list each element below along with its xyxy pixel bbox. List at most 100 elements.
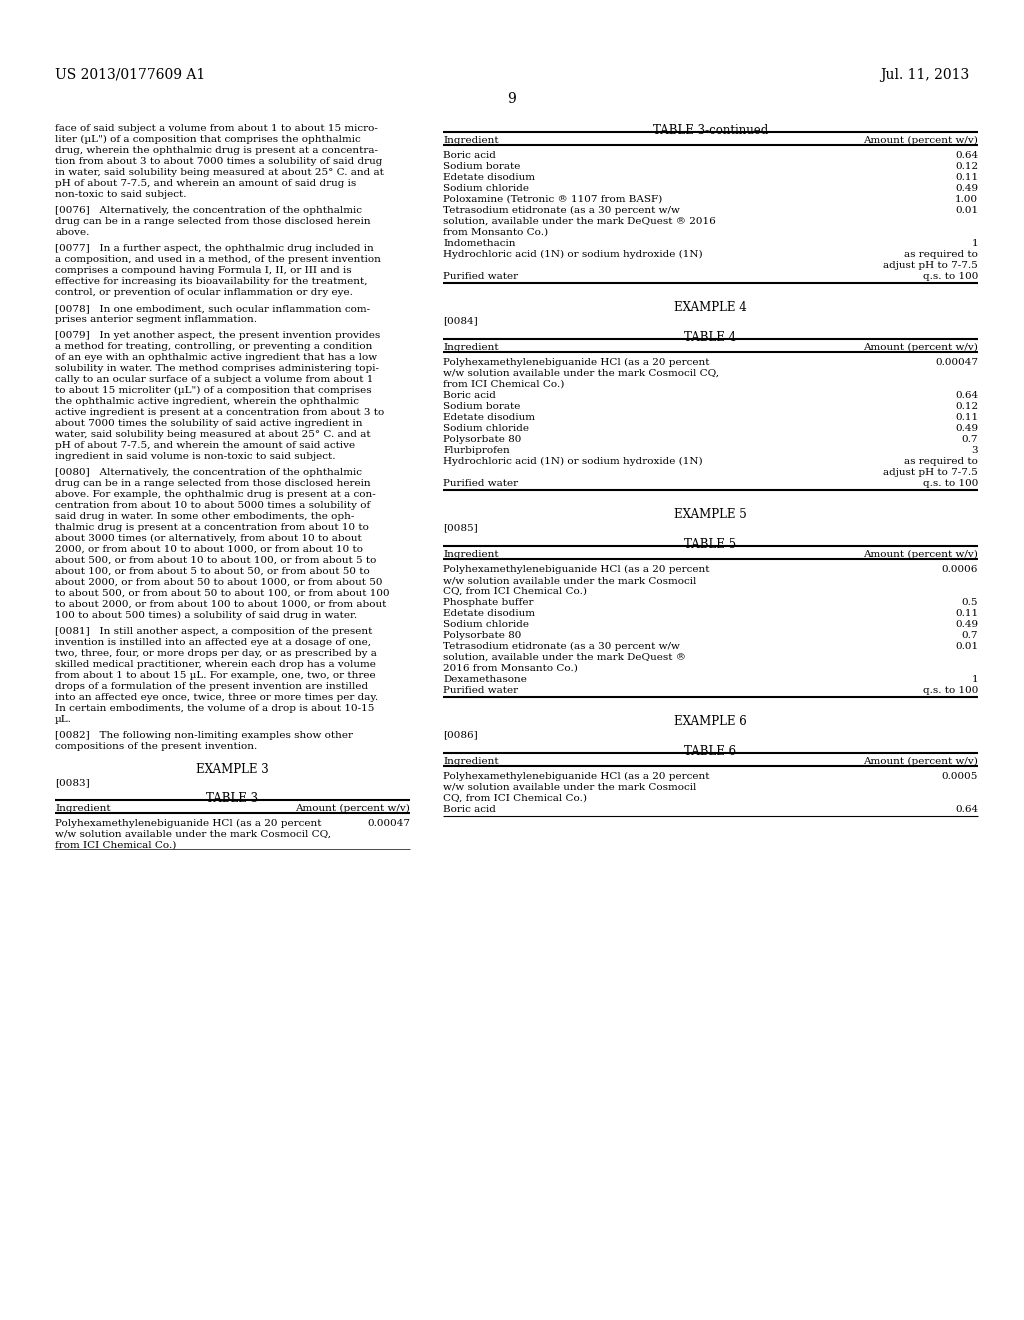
- Text: 0.11: 0.11: [954, 413, 978, 422]
- Text: w/w solution available under the mark Cosmocil: w/w solution available under the mark Co…: [443, 576, 696, 585]
- Text: 2016 from Monsanto Co.): 2016 from Monsanto Co.): [443, 664, 578, 673]
- Text: US 2013/0177609 A1: US 2013/0177609 A1: [55, 69, 205, 82]
- Text: solubility in water. The method comprises administering topi-: solubility in water. The method comprise…: [55, 364, 379, 374]
- Text: 100 to about 500 times) a solubility of said drug in water.: 100 to about 500 times) a solubility of …: [55, 611, 357, 620]
- Text: to about 500, or from about 50 to about 100, or from about 100: to about 500, or from about 50 to about …: [55, 589, 389, 598]
- Text: solution, available under the mark DeQuest ® 2016: solution, available under the mark DeQue…: [443, 216, 716, 226]
- Text: Amount (percent w/v): Amount (percent w/v): [863, 550, 978, 560]
- Text: [0079]   In yet another aspect, the present invention provides: [0079] In yet another aspect, the presen…: [55, 331, 380, 341]
- Text: about 7000 times the solubility of said active ingredient in: about 7000 times the solubility of said …: [55, 418, 362, 428]
- Text: 0.49: 0.49: [954, 424, 978, 433]
- Text: pH of about 7-7.5, and wherein an amount of said drug is: pH of about 7-7.5, and wherein an amount…: [55, 180, 356, 187]
- Text: non-toxic to said subject.: non-toxic to said subject.: [55, 190, 186, 199]
- Text: as required to: as required to: [904, 457, 978, 466]
- Text: about 100, or from about 5 to about 50, or from about 50 to: about 100, or from about 5 to about 50, …: [55, 568, 370, 576]
- Text: Sodium borate: Sodium borate: [443, 162, 520, 172]
- Text: 0.00047: 0.00047: [935, 358, 978, 367]
- Text: Tetrasodium etidronate (as a 30 percent w/w: Tetrasodium etidronate (as a 30 percent …: [443, 642, 680, 651]
- Text: Amount (percent w/v): Amount (percent w/v): [295, 804, 410, 813]
- Text: Jul. 11, 2013: Jul. 11, 2013: [880, 69, 969, 82]
- Text: w/w solution available under the mark Cosmocil CQ,: w/w solution available under the mark Co…: [55, 830, 331, 840]
- Text: EXAMPLE 6: EXAMPLE 6: [674, 715, 746, 729]
- Text: Sodium chloride: Sodium chloride: [443, 620, 529, 630]
- Text: EXAMPLE 4: EXAMPLE 4: [674, 301, 746, 314]
- Text: Ingredient: Ingredient: [443, 136, 499, 145]
- Text: CQ, from ICI Chemical Co.): CQ, from ICI Chemical Co.): [443, 587, 587, 597]
- Text: Indomethacin: Indomethacin: [443, 239, 515, 248]
- Text: Poloxamine (Tetronic ® 1107 from BASF): Poloxamine (Tetronic ® 1107 from BASF): [443, 195, 663, 205]
- Text: cally to an ocular surface of a subject a volume from about 1: cally to an ocular surface of a subject …: [55, 375, 374, 384]
- Text: [0078]   In one embodiment, such ocular inflammation com-: [0078] In one embodiment, such ocular in…: [55, 304, 370, 313]
- Text: a composition, and used in a method, of the present invention: a composition, and used in a method, of …: [55, 255, 381, 264]
- Text: Dexamethasone: Dexamethasone: [443, 675, 527, 684]
- Text: from about 1 to about 15 µL. For example, one, two, or three: from about 1 to about 15 µL. For example…: [55, 671, 376, 680]
- Text: 0.11: 0.11: [954, 609, 978, 618]
- Text: face of said subject a volume from about 1 to about 15 micro-: face of said subject a volume from about…: [55, 124, 378, 133]
- Text: liter (µL") of a composition that comprises the ophthalmic: liter (µL") of a composition that compri…: [55, 135, 360, 144]
- Text: 3: 3: [972, 446, 978, 455]
- Text: w/w solution available under the mark Cosmocil: w/w solution available under the mark Co…: [443, 783, 696, 792]
- Text: In certain embodiments, the volume of a drop is about 10-15: In certain embodiments, the volume of a …: [55, 704, 375, 713]
- Text: q.s. to 100: q.s. to 100: [923, 479, 978, 488]
- Text: Hydrochloric acid (1N) or sodium hydroxide (1N): Hydrochloric acid (1N) or sodium hydroxi…: [443, 249, 702, 259]
- Text: drops of a formulation of the present invention are instilled: drops of a formulation of the present in…: [55, 682, 368, 690]
- Text: drug can be in a range selected from those disclosed herein: drug can be in a range selected from tho…: [55, 216, 371, 226]
- Text: Edetate disodium: Edetate disodium: [443, 413, 535, 422]
- Text: TABLE 3: TABLE 3: [207, 792, 259, 805]
- Text: Tetrasodium etidronate (as a 30 percent w/w: Tetrasodium etidronate (as a 30 percent …: [443, 206, 680, 215]
- Text: TABLE 6: TABLE 6: [684, 744, 736, 758]
- Text: Hydrochloric acid (1N) or sodium hydroxide (1N): Hydrochloric acid (1N) or sodium hydroxi…: [443, 457, 702, 466]
- Text: [0083]: [0083]: [55, 777, 90, 787]
- Text: from ICI Chemical Co.): from ICI Chemical Co.): [55, 841, 176, 850]
- Text: a method for treating, controlling, or preventing a condition: a method for treating, controlling, or p…: [55, 342, 373, 351]
- Text: above. For example, the ophthalmic drug is present at a con-: above. For example, the ophthalmic drug …: [55, 490, 376, 499]
- Text: 0.12: 0.12: [954, 403, 978, 411]
- Text: Boric acid: Boric acid: [443, 391, 496, 400]
- Text: 9: 9: [508, 92, 516, 106]
- Text: Purified water: Purified water: [443, 272, 518, 281]
- Text: from Monsanto Co.): from Monsanto Co.): [443, 228, 548, 238]
- Text: active ingredient is present at a concentration from about 3 to: active ingredient is present at a concen…: [55, 408, 384, 417]
- Text: 0.64: 0.64: [954, 391, 978, 400]
- Text: Boric acid: Boric acid: [443, 150, 496, 160]
- Text: Polysorbate 80: Polysorbate 80: [443, 436, 521, 444]
- Text: TABLE 3-continued: TABLE 3-continued: [653, 124, 768, 137]
- Text: EXAMPLE 5: EXAMPLE 5: [674, 508, 746, 521]
- Text: 0.01: 0.01: [954, 206, 978, 215]
- Text: Polyhexamethylenebiguanide HCl (as a 20 percent: Polyhexamethylenebiguanide HCl (as a 20 …: [443, 565, 710, 574]
- Text: Polyhexamethylenebiguanide HCl (as a 20 percent: Polyhexamethylenebiguanide HCl (as a 20 …: [443, 358, 710, 367]
- Text: Polyhexamethylenebiguanide HCl (as a 20 percent: Polyhexamethylenebiguanide HCl (as a 20 …: [443, 772, 710, 781]
- Text: 1.00: 1.00: [954, 195, 978, 205]
- Text: Phosphate buffer: Phosphate buffer: [443, 598, 534, 607]
- Text: µL.: µL.: [55, 715, 72, 723]
- Text: invention is instilled into an affected eye at a dosage of one,: invention is instilled into an affected …: [55, 638, 371, 647]
- Text: of an eye with an ophthalmic active ingredient that has a low: of an eye with an ophthalmic active ingr…: [55, 352, 377, 362]
- Text: two, three, four, or more drops per day, or as prescribed by a: two, three, four, or more drops per day,…: [55, 649, 377, 657]
- Text: adjust pH to 7-7.5: adjust pH to 7-7.5: [884, 261, 978, 271]
- Text: 0.49: 0.49: [954, 183, 978, 193]
- Text: [0085]: [0085]: [443, 523, 478, 532]
- Text: 0.64: 0.64: [954, 805, 978, 814]
- Text: Amount (percent w/v): Amount (percent w/v): [863, 136, 978, 145]
- Text: [0080]   Alternatively, the concentration of the ophthalmic: [0080] Alternatively, the concentration …: [55, 469, 362, 477]
- Text: Purified water: Purified water: [443, 686, 518, 696]
- Text: 0.5: 0.5: [962, 598, 978, 607]
- Text: pH of about 7-7.5, and wherein the amount of said active: pH of about 7-7.5, and wherein the amoun…: [55, 441, 355, 450]
- Text: Ingredient: Ingredient: [443, 550, 499, 558]
- Text: to about 15 microliter (µL") of a composition that comprises: to about 15 microliter (µL") of a compos…: [55, 385, 372, 395]
- Text: the ophthalmic active ingredient, wherein the ophthalmic: the ophthalmic active ingredient, wherei…: [55, 397, 359, 407]
- Text: above.: above.: [55, 228, 89, 238]
- Text: 0.49: 0.49: [954, 620, 978, 630]
- Text: Purified water: Purified water: [443, 479, 518, 488]
- Text: Amount (percent w/v): Amount (percent w/v): [863, 343, 978, 352]
- Text: [0081]   In still another aspect, a composition of the present: [0081] In still another aspect, a compos…: [55, 627, 373, 636]
- Text: Sodium chloride: Sodium chloride: [443, 424, 529, 433]
- Text: 1: 1: [972, 239, 978, 248]
- Text: comprises a compound having Formula I, II, or III and is: comprises a compound having Formula I, I…: [55, 267, 351, 275]
- Text: Polysorbate 80: Polysorbate 80: [443, 631, 521, 640]
- Text: adjust pH to 7-7.5: adjust pH to 7-7.5: [884, 469, 978, 477]
- Text: 0.11: 0.11: [954, 173, 978, 182]
- Text: Edetate disodium: Edetate disodium: [443, 609, 535, 618]
- Text: Sodium chloride: Sodium chloride: [443, 183, 529, 193]
- Text: to about 2000, or from about 100 to about 1000, or from about: to about 2000, or from about 100 to abou…: [55, 601, 386, 609]
